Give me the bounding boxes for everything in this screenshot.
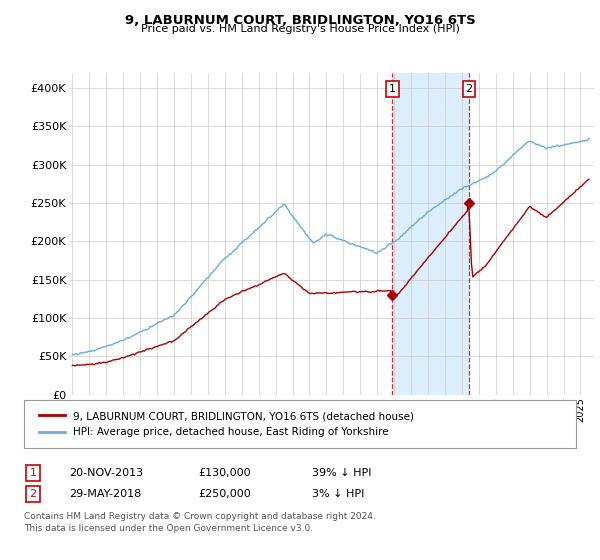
Text: Price paid vs. HM Land Registry's House Price Index (HPI): Price paid vs. HM Land Registry's House … — [140, 24, 460, 34]
Text: 39% ↓ HPI: 39% ↓ HPI — [312, 468, 371, 478]
Text: Contains HM Land Registry data © Crown copyright and database right 2024.
This d: Contains HM Land Registry data © Crown c… — [24, 512, 376, 533]
Text: 1: 1 — [389, 84, 396, 94]
Text: £130,000: £130,000 — [198, 468, 251, 478]
Text: 3% ↓ HPI: 3% ↓ HPI — [312, 489, 364, 499]
Text: 1: 1 — [29, 468, 37, 478]
Text: 2: 2 — [466, 84, 473, 94]
Legend: 9, LABURNUM COURT, BRIDLINGTON, YO16 6TS (detached house), HPI: Average price, d: 9, LABURNUM COURT, BRIDLINGTON, YO16 6TS… — [35, 407, 418, 441]
Text: 9, LABURNUM COURT, BRIDLINGTON, YO16 6TS: 9, LABURNUM COURT, BRIDLINGTON, YO16 6TS — [125, 14, 475, 27]
Text: £250,000: £250,000 — [198, 489, 251, 499]
Bar — [392, 73, 469, 395]
Text: 20-NOV-2013: 20-NOV-2013 — [69, 468, 143, 478]
Text: 29-MAY-2018: 29-MAY-2018 — [69, 489, 141, 499]
Text: 2: 2 — [29, 489, 37, 499]
